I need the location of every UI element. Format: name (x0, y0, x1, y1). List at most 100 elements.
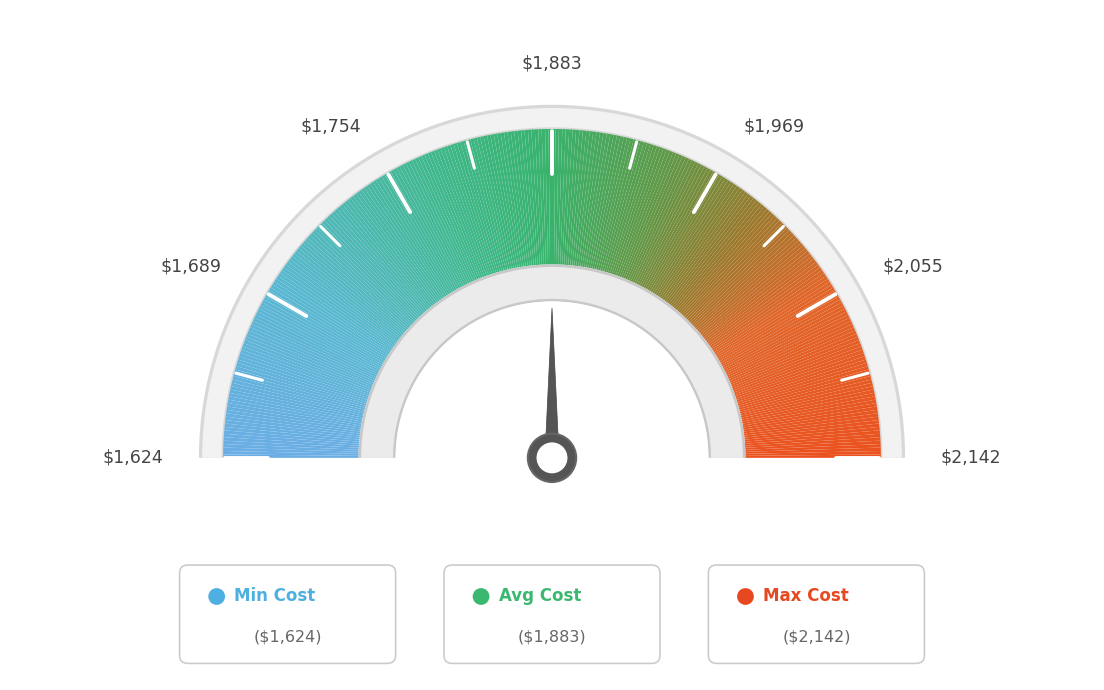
Polygon shape (528, 130, 540, 265)
Polygon shape (224, 424, 360, 440)
Polygon shape (612, 145, 657, 275)
Polygon shape (259, 306, 381, 370)
Polygon shape (361, 188, 442, 300)
Polygon shape (355, 192, 438, 302)
Polygon shape (745, 437, 880, 448)
Polygon shape (669, 196, 754, 305)
Polygon shape (724, 308, 847, 372)
Polygon shape (434, 150, 485, 277)
Polygon shape (745, 444, 881, 452)
Polygon shape (373, 180, 448, 295)
Polygon shape (711, 270, 824, 349)
Polygon shape (744, 413, 879, 433)
Polygon shape (729, 324, 853, 381)
Polygon shape (231, 383, 363, 415)
Polygon shape (359, 264, 745, 458)
Polygon shape (709, 264, 820, 346)
Polygon shape (700, 246, 806, 335)
Polygon shape (659, 184, 736, 298)
Polygon shape (531, 130, 542, 265)
Polygon shape (714, 279, 830, 354)
Polygon shape (745, 431, 880, 444)
Polygon shape (370, 182, 447, 297)
Polygon shape (539, 129, 545, 264)
Polygon shape (743, 403, 877, 428)
Polygon shape (699, 243, 804, 333)
Polygon shape (660, 186, 740, 299)
Polygon shape (742, 393, 875, 422)
Polygon shape (733, 340, 860, 391)
Polygon shape (703, 253, 811, 339)
Polygon shape (744, 427, 880, 442)
FancyBboxPatch shape (180, 565, 395, 663)
Polygon shape (225, 420, 360, 437)
Polygon shape (521, 130, 535, 265)
Polygon shape (447, 145, 492, 275)
Polygon shape (247, 331, 373, 385)
Polygon shape (722, 299, 842, 366)
Polygon shape (368, 184, 445, 298)
Polygon shape (743, 410, 878, 432)
Polygon shape (227, 400, 362, 426)
Text: $1,624: $1,624 (103, 449, 163, 467)
Polygon shape (542, 129, 548, 264)
Polygon shape (728, 321, 852, 380)
Polygon shape (267, 290, 385, 361)
Polygon shape (572, 131, 590, 266)
Polygon shape (412, 159, 471, 283)
Polygon shape (450, 144, 495, 274)
Polygon shape (730, 327, 856, 383)
Polygon shape (693, 233, 794, 327)
Polygon shape (742, 400, 877, 426)
Polygon shape (265, 293, 384, 363)
Polygon shape (649, 173, 720, 291)
Polygon shape (264, 297, 383, 364)
Polygon shape (552, 129, 555, 264)
Polygon shape (576, 132, 596, 266)
Polygon shape (350, 196, 435, 305)
Polygon shape (554, 129, 559, 264)
Polygon shape (545, 308, 559, 458)
Polygon shape (588, 135, 617, 268)
Polygon shape (379, 177, 452, 293)
Text: $2,055: $2,055 (883, 258, 944, 276)
Polygon shape (662, 188, 743, 300)
Polygon shape (732, 337, 859, 388)
Polygon shape (235, 366, 367, 406)
Polygon shape (470, 139, 506, 270)
Polygon shape (625, 153, 679, 279)
Polygon shape (644, 168, 711, 288)
Polygon shape (562, 130, 573, 265)
Polygon shape (745, 455, 881, 458)
Text: Max Cost: Max Cost (763, 587, 849, 606)
Polygon shape (269, 288, 386, 359)
Polygon shape (624, 152, 677, 279)
Polygon shape (226, 410, 361, 432)
Polygon shape (720, 293, 839, 363)
Polygon shape (493, 134, 520, 268)
Polygon shape (614, 146, 660, 275)
Polygon shape (254, 315, 378, 375)
Polygon shape (306, 238, 408, 330)
Polygon shape (707, 259, 816, 342)
Text: ($1,624): ($1,624) (253, 629, 322, 644)
Polygon shape (322, 221, 418, 319)
Polygon shape (243, 343, 371, 393)
Polygon shape (723, 306, 845, 370)
Polygon shape (702, 251, 809, 337)
Polygon shape (293, 253, 401, 339)
Polygon shape (418, 156, 475, 281)
Polygon shape (743, 406, 878, 430)
Polygon shape (487, 135, 516, 268)
Polygon shape (484, 135, 513, 268)
Polygon shape (240, 353, 369, 398)
Polygon shape (718, 288, 835, 359)
Polygon shape (256, 312, 379, 374)
Polygon shape (454, 143, 496, 273)
Polygon shape (629, 156, 686, 281)
Polygon shape (233, 376, 364, 412)
Polygon shape (656, 180, 731, 295)
Polygon shape (257, 308, 380, 372)
Polygon shape (636, 161, 698, 284)
Polygon shape (744, 417, 879, 435)
